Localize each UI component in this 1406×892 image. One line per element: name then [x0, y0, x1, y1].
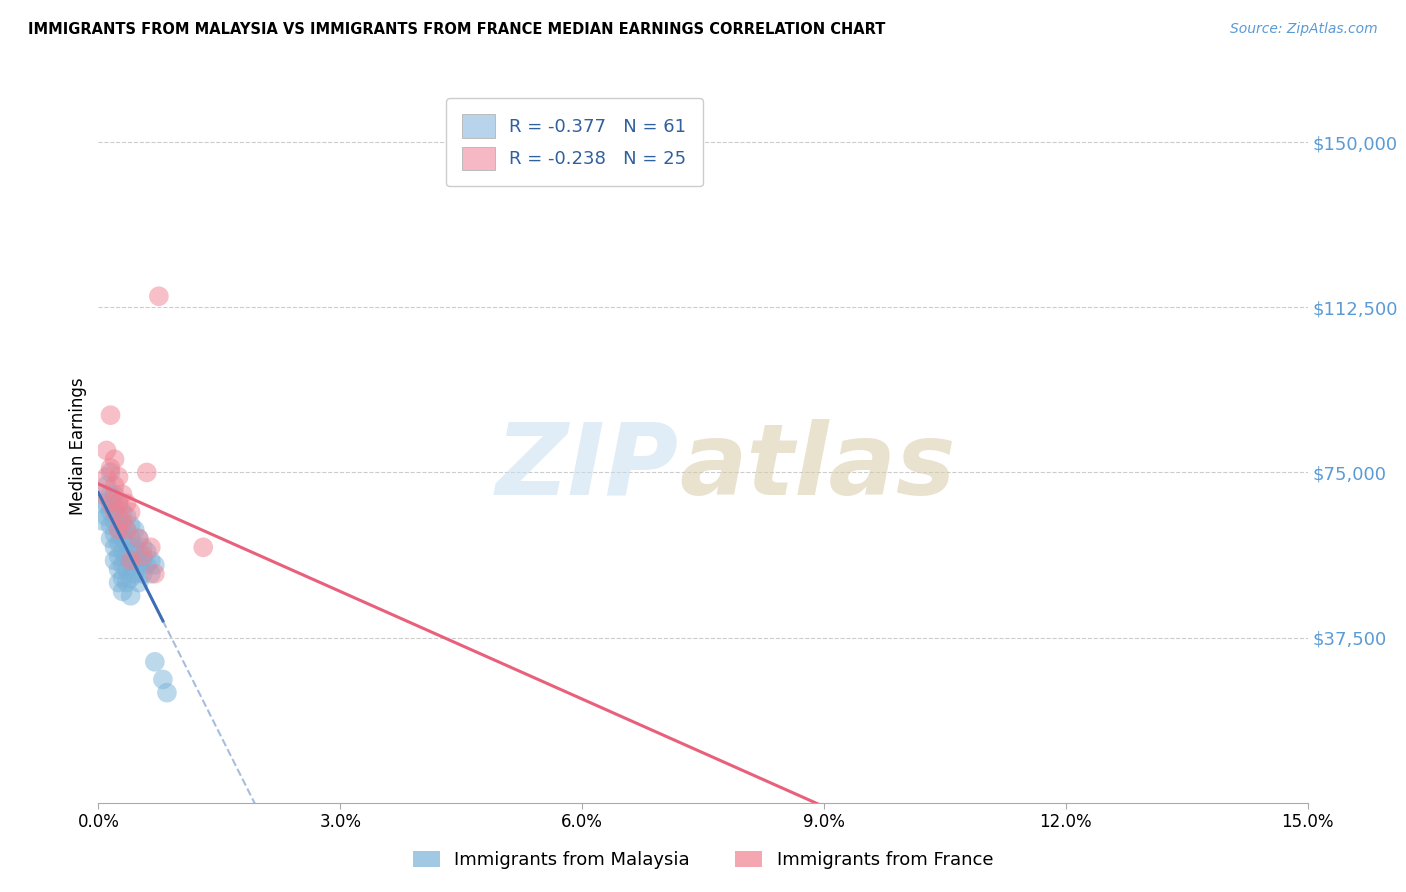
- Point: [91, 496, 114, 510]
- Point: [124, 541, 146, 555]
- Point: [128, 532, 150, 546]
- Point: [143, 566, 166, 581]
- Point: [152, 673, 174, 687]
- Point: [107, 496, 129, 510]
- Point: [107, 549, 129, 563]
- Point: [115, 509, 138, 524]
- Point: [96, 478, 118, 492]
- Point: [111, 518, 134, 533]
- Text: ZIP: ZIP: [496, 419, 679, 516]
- Point: [103, 478, 125, 492]
- Point: [100, 466, 122, 480]
- Point: [103, 541, 125, 555]
- Point: [120, 553, 142, 567]
- Point: [120, 505, 142, 519]
- Point: [132, 541, 155, 555]
- Point: [100, 487, 122, 501]
- Point: [115, 523, 138, 537]
- Point: [111, 505, 134, 519]
- Point: [148, 289, 170, 303]
- Point: [120, 558, 142, 572]
- Point: [124, 523, 146, 537]
- Point: [143, 558, 166, 572]
- Point: [100, 505, 122, 519]
- Point: [96, 496, 118, 510]
- Point: [111, 571, 134, 585]
- Point: [128, 545, 150, 559]
- Point: [143, 655, 166, 669]
- Point: [107, 523, 129, 537]
- Point: [107, 523, 129, 537]
- Point: [91, 514, 114, 528]
- Point: [115, 549, 138, 563]
- Point: [120, 589, 142, 603]
- Legend: R = -0.377   N = 61, R = -0.238   N = 25: R = -0.377 N = 61, R = -0.238 N = 25: [446, 98, 703, 186]
- Point: [91, 487, 114, 501]
- Point: [103, 487, 125, 501]
- Point: [132, 566, 155, 581]
- Point: [103, 527, 125, 541]
- Point: [96, 509, 118, 524]
- Point: [111, 584, 134, 599]
- Y-axis label: Median Earnings: Median Earnings: [69, 377, 87, 515]
- Point: [107, 496, 129, 510]
- Point: [139, 541, 162, 555]
- Legend: Immigrants from Malaysia, Immigrants from France: Immigrants from Malaysia, Immigrants fro…: [404, 842, 1002, 879]
- Point: [111, 487, 134, 501]
- Point: [156, 686, 179, 700]
- Point: [139, 553, 162, 567]
- Point: [193, 541, 215, 555]
- Point: [120, 545, 142, 559]
- Text: atlas: atlas: [679, 419, 955, 516]
- Point: [135, 558, 157, 572]
- Text: IMMIGRANTS FROM MALAYSIA VS IMMIGRANTS FROM FRANCE MEDIAN EARNINGS CORRELATION C: IMMIGRANTS FROM MALAYSIA VS IMMIGRANTS F…: [28, 22, 886, 37]
- Point: [135, 545, 157, 559]
- Text: Source: ZipAtlas.com: Source: ZipAtlas.com: [1230, 22, 1378, 37]
- Point: [139, 566, 162, 581]
- Point: [128, 532, 150, 546]
- Point: [128, 575, 150, 590]
- Point: [103, 500, 125, 515]
- Point: [103, 553, 125, 567]
- Point: [111, 545, 134, 559]
- Point: [96, 443, 118, 458]
- Point: [107, 562, 129, 576]
- Point: [132, 549, 155, 563]
- Point: [135, 466, 157, 480]
- Point: [103, 452, 125, 467]
- Point: [124, 553, 146, 567]
- Point: [115, 496, 138, 510]
- Point: [132, 553, 155, 567]
- Point: [107, 470, 129, 484]
- Point: [111, 532, 134, 546]
- Point: [111, 558, 134, 572]
- Point: [115, 575, 138, 590]
- Point: [103, 505, 125, 519]
- Point: [124, 566, 146, 581]
- Point: [111, 514, 134, 528]
- Point: [128, 558, 150, 572]
- Point: [100, 496, 122, 510]
- Point: [120, 571, 142, 585]
- Point: [115, 523, 138, 537]
- Point: [120, 532, 142, 546]
- Point: [100, 532, 122, 546]
- Point: [103, 514, 125, 528]
- Point: [100, 408, 122, 422]
- Point: [100, 518, 122, 533]
- Point: [115, 562, 138, 576]
- Point: [100, 461, 122, 475]
- Point: [96, 470, 118, 484]
- Point: [107, 575, 129, 590]
- Point: [115, 536, 138, 550]
- Point: [120, 518, 142, 533]
- Point: [107, 536, 129, 550]
- Point: [107, 509, 129, 524]
